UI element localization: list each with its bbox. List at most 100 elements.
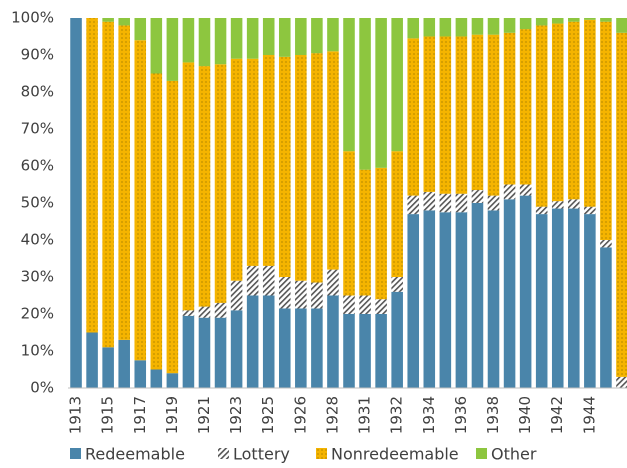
bar-segment [102,21,114,348]
bar-segment [519,184,532,196]
bar-segment [600,247,612,388]
bar-segment [327,51,339,270]
legend-swatch [476,448,487,459]
bar-segment [535,25,548,207]
bar-segment [182,62,195,311]
bar-segment [182,315,195,388]
bar-segment [278,308,291,388]
x-tick-label: 1913 [67,396,85,434]
bar-segment [150,369,163,388]
bar-segment [246,18,259,59]
x-tick-label: 1923 [227,396,245,434]
bar-segment [535,18,548,26]
bar-segment [439,18,452,37]
bar-segment [551,23,564,202]
bar-segment [214,64,227,303]
bar-segment [503,32,516,185]
bar-segment [568,208,580,388]
bar-segment [278,56,291,277]
x-tick-label: 1934 [420,396,438,434]
bar-segment [246,265,259,296]
bar-segment [503,184,516,200]
bar-segment [584,19,596,207]
bar-segment [278,18,291,57]
bar-segment [600,240,612,248]
bar-segment [487,195,500,211]
bar-segment [503,199,516,388]
legend-swatch [70,448,81,459]
bar-segment [182,310,195,316]
bar-segment [86,332,98,388]
legend-swatch [218,448,229,459]
bar-segment [166,373,179,388]
x-tick-label: 1944 [580,396,598,434]
bar-segment [359,18,371,170]
bar-segment [407,214,420,388]
bar-segment [503,18,516,33]
x-tick-label: 1926 [291,396,309,434]
bar-segment [86,18,98,333]
bar-segment [327,269,339,296]
bar-segment [471,203,484,388]
bar-segment [230,18,243,59]
y-tick-label: 10% [21,342,54,360]
bar-segment [535,214,548,388]
x-tick-label: 1940 [516,396,534,434]
bar-segment [391,277,403,292]
bar-segment [327,295,339,388]
x-tick-label: 1928 [323,396,341,434]
x-tick-label: 1936 [452,396,470,434]
bar-segment [535,206,548,215]
y-tick-label: 80% [21,83,54,101]
bar-segment [471,18,484,35]
bar-segment [391,291,403,388]
x-tick-label: 1925 [259,396,277,434]
legend-swatch [316,448,327,459]
bar-segment [198,66,211,307]
bar-segment [407,18,420,39]
bar-segment [519,195,532,388]
bar-segment [519,29,532,185]
bar-segment [246,295,259,388]
bar-segment [471,190,484,203]
bar-segment [407,195,420,215]
bar-segment [295,55,307,281]
x-tick-label: 1921 [195,396,213,434]
y-tick-label: 60% [21,157,54,175]
bar-segment [118,25,130,340]
x-tick-label: 1915 [99,396,117,434]
x-tick-label: 1932 [388,396,406,434]
bar-segment [150,18,163,74]
bar-segment [327,18,339,52]
bar-segment [423,191,436,211]
y-tick-label: 40% [21,231,54,249]
bar-segment [359,314,371,388]
bar-segment [568,199,580,209]
bar-segment [214,18,227,65]
bar-segment [295,308,307,388]
bar-segment [278,277,291,309]
bar-segment [359,295,371,314]
bar-segment [455,18,468,37]
legend-label: Other [491,445,537,464]
x-tick-label: 1938 [484,396,502,434]
bar-segment [600,18,612,22]
bar-segment [616,32,627,377]
bar-segment [262,18,275,55]
bar-segment [134,360,147,388]
bar-segment [246,58,259,266]
bar-segment [551,201,564,209]
bar-segment [568,18,580,22]
bar-segment [343,295,355,314]
x-tick-label: 1942 [548,396,566,434]
bar-segment [118,18,130,26]
bar-segment [134,40,147,361]
bar-segment [166,18,179,81]
bar-segment [295,280,307,309]
bar-segment [198,317,211,388]
bar-segment [584,18,596,20]
bar-segment [343,314,355,388]
bar-segment [359,169,371,296]
bar-segment [584,214,596,388]
bar-segment [375,299,387,314]
